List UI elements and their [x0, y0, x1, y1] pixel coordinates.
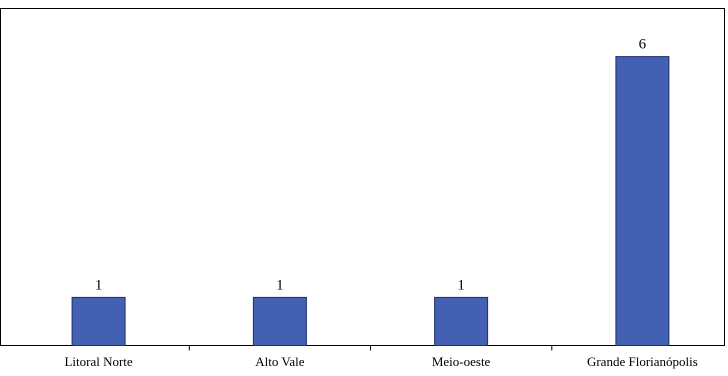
data-label-3: 6 — [639, 37, 647, 53]
bar-3 — [615, 56, 670, 346]
data-label-1: 1 — [276, 277, 284, 293]
data-label-0: 1 — [95, 277, 103, 293]
data-labels-group: 1 1 1 6 — [95, 37, 647, 294]
x-tick-label-2: Meio-oeste — [432, 354, 491, 369]
bar-2 — [434, 296, 489, 346]
data-label-2: 1 — [457, 277, 465, 293]
bar-1 — [252, 296, 307, 346]
x-tick-label-3: Grande Florianópolis — [587, 354, 698, 369]
x-tick-label-0: Litoral Norte — [64, 354, 132, 369]
x-ticks-group: Litoral Norte Alto Vale Meio-oeste Grande F… — [64, 345, 698, 369]
bar-0 — [71, 296, 126, 346]
bars-group — [71, 56, 670, 346]
x-tick-label-1: Alto Vale — [255, 354, 304, 369]
